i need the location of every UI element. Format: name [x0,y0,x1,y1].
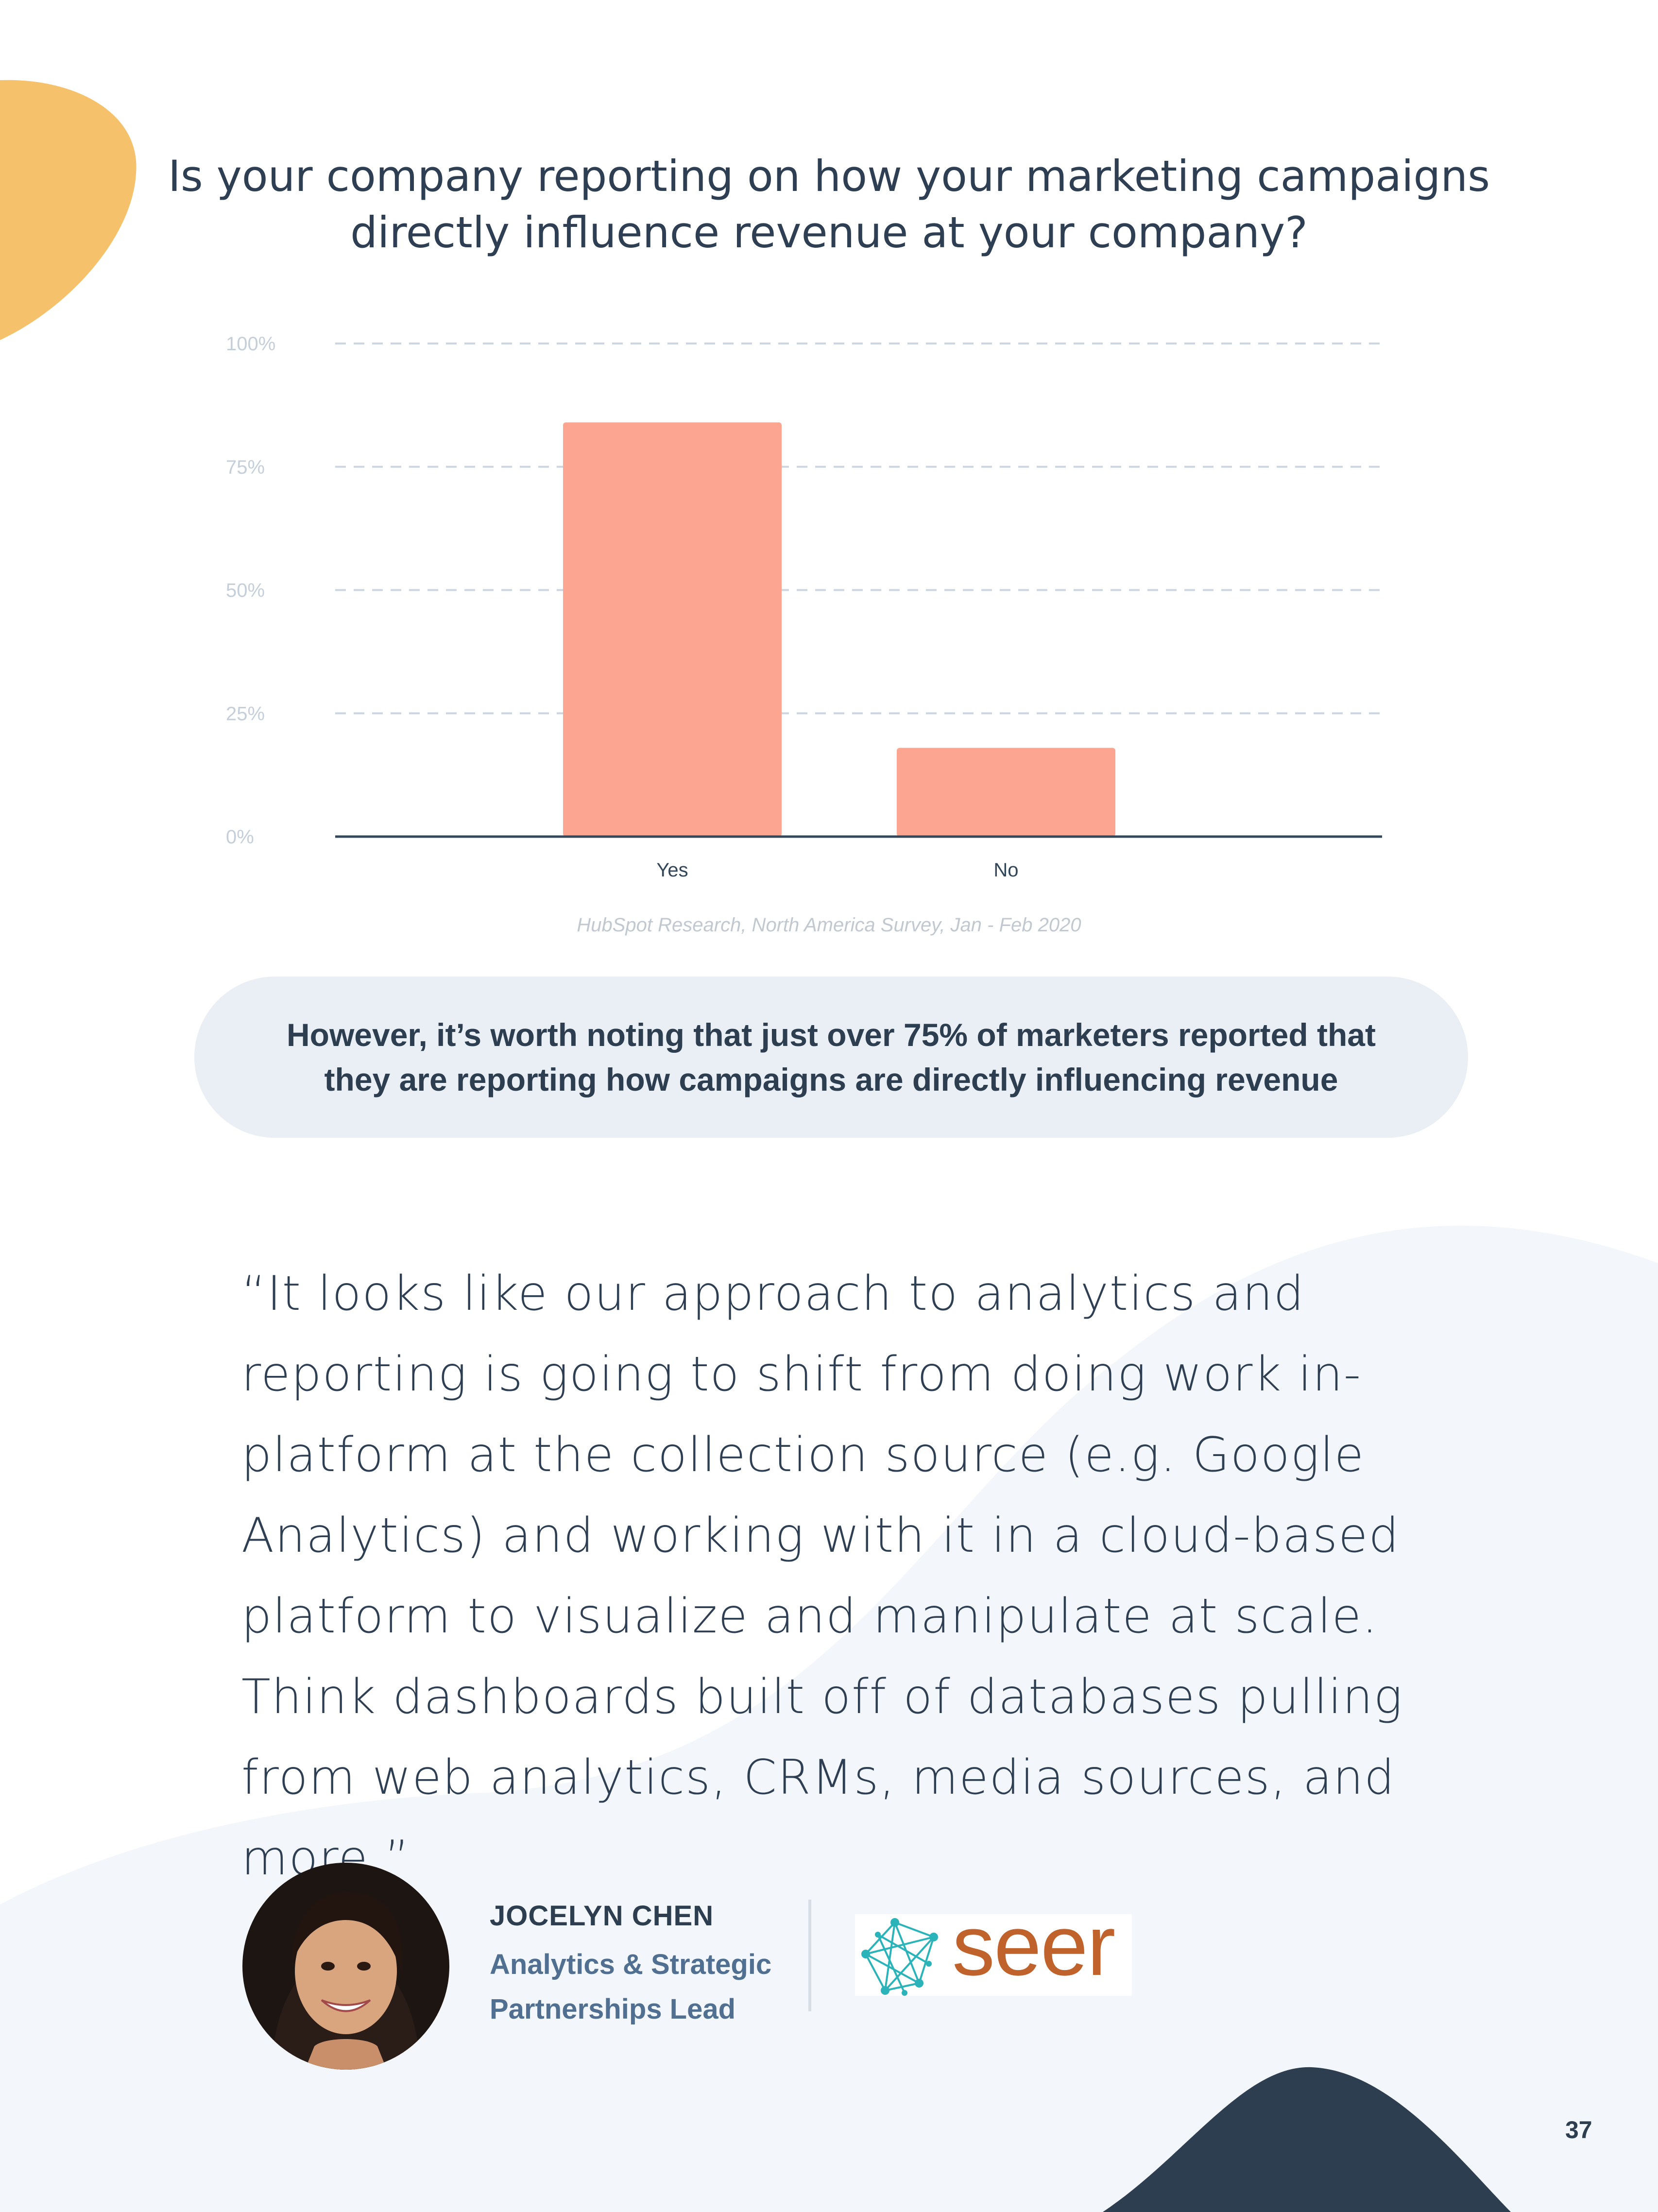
bar-no [897,748,1115,837]
vertical-divider [808,1900,811,2011]
y-tick-label: 75% [226,457,265,478]
bar-chart: 0% 25% 50% 75% 100% Yes No [226,333,1382,881]
chart-question-title: Is your company reporting on how your ma… [168,151,1490,257]
logo-wordmark: seer [952,1898,1115,1993]
callout-text: However, it’s worth noting that just ove… [286,1017,1376,1097]
page-number: 37 [1565,2116,1592,2143]
yellow-blob-shape [0,80,137,340]
x-tick-label: No [993,859,1018,881]
callout-box: However, it’s worth noting that just ove… [194,977,1468,1138]
person-avatar [242,1863,449,2070]
y-tick-label: 25% [226,703,265,724]
source-note: HubSpot Research, North America Survey, … [577,914,1081,936]
bar-yes [563,422,782,837]
y-tick-label: 100% [226,333,275,355]
y-tick-label: 0% [226,826,254,848]
navy-hill-shape [1103,2067,1511,2212]
person-title: Analytics & Strategic Partnerships Lead [490,1949,772,2025]
x-tick-label: Yes [656,859,688,881]
network-nodes-icon [861,1918,938,1996]
y-tick-label: 50% [226,580,265,601]
testimonial-quote: “It looks like our approach to analytics… [241,1266,1403,1886]
company-logo [855,1914,1132,1996]
person-name: JOCELYN CHEN [490,1900,714,1932]
